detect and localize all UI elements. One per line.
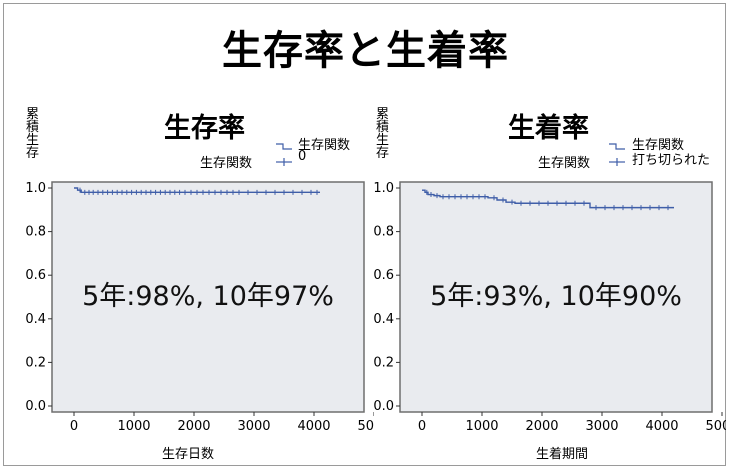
legend-title: 生存関数: [200, 156, 253, 171]
legend-swatch-step: [276, 143, 292, 150]
annotation-text: 5年:93%, 10年90%: [430, 281, 682, 312]
legend-item-function: 生存関数: [632, 138, 685, 153]
engraftment-plot: 0.0 0.2 0.4 0.6 0.8 1.0 0 1000 2000 3000 4000 5000 5…: [373, 143, 726, 434]
y-tick-label: 0.6: [373, 268, 394, 283]
x-axis-label: 生着期間: [536, 447, 589, 462]
survival-panel: 累積生存 生存率 生存関数 0.0 0.2 0.4 0.6 0.8 1.0 0 1000 200…: [14, 100, 374, 469]
plot-area: [399, 181, 713, 413]
main-title: 生存率と生着率: [222, 28, 509, 74]
panel-title: 生着率: [508, 113, 589, 144]
x-tick-label: 1000: [117, 419, 150, 434]
y-tick-label: 0.0: [25, 399, 46, 414]
y-tick-label: 0.8: [373, 225, 394, 240]
y-tick-label: 0.6: [25, 268, 46, 283]
y-tick-label: 0.4: [373, 312, 394, 327]
x-tick-label: 3000: [237, 419, 270, 434]
y-tick-label: 0.0: [373, 399, 394, 414]
x-tick-label: 5000: [357, 419, 374, 434]
figure-frame: [3, 3, 726, 466]
legend-item-censored: 0: [298, 149, 307, 164]
x-tick-label: 2000: [525, 419, 558, 434]
x-tick-label: 3000: [585, 419, 618, 434]
survival-line: [422, 189, 674, 209]
x-tick-label: 1000: [465, 419, 498, 434]
y-axis-label: 累積生存: [26, 107, 40, 161]
x-tick-label: 5000: [705, 419, 726, 434]
survival-plot: 0.0 0.2 0.4 0.6 0.8 1.0 0 1000 2000 3000 4000 5000 5…: [25, 143, 374, 434]
y-tick-label: 0.2: [25, 355, 46, 370]
y-tick-label: 0.8: [25, 225, 46, 240]
legend-swatch-step: [609, 143, 625, 150]
y-tick-label: 0.2: [373, 355, 394, 370]
x-tick-label: 0: [70, 419, 78, 434]
legend-item-function: 生存関数: [298, 138, 351, 153]
y-axis-label: 累積生存: [376, 107, 390, 161]
panel-title: 生存率: [164, 113, 245, 144]
legend-title: 生存関数: [538, 156, 591, 171]
legend-item-censored: 打ち切られた: [632, 153, 711, 168]
x-tick-label: 2000: [177, 419, 210, 434]
engraftment-panel: 累積生存 生着率 生存関数 0.0 0.2 0.4 0.6 0.8 1.0 0 1000 200…: [366, 100, 726, 469]
plot-area: [51, 181, 365, 413]
annotation-text: 5年:98%, 10年97%: [82, 281, 334, 312]
y-tick-label: 1.0: [25, 181, 46, 196]
survival-line: [74, 187, 320, 194]
x-tick-label: 0: [418, 419, 426, 434]
y-tick-label: 1.0: [373, 181, 394, 196]
x-axis-label: 生存日数: [162, 447, 215, 462]
x-tick-label: 4000: [645, 419, 678, 434]
x-tick-label: 4000: [297, 419, 330, 434]
y-tick-label: 0.4: [25, 312, 46, 327]
